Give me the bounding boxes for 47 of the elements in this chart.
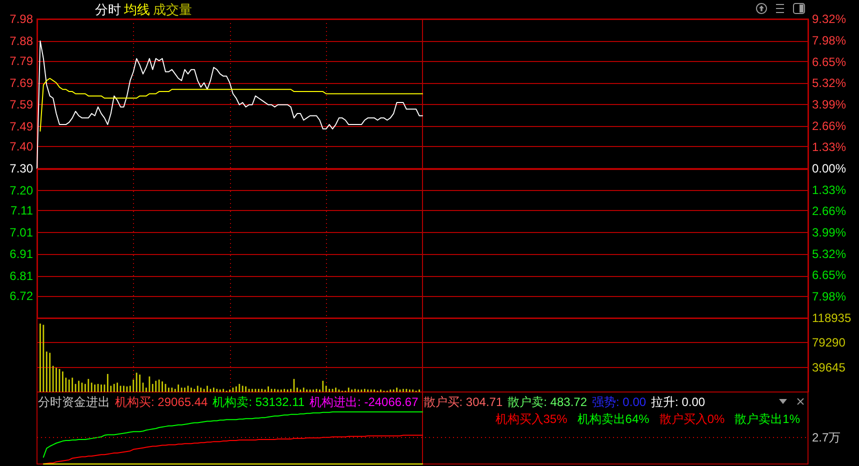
y-tick-label: 7.69 <box>10 76 34 90</box>
y2-tick-label: 0.00% <box>812 162 846 176</box>
y2-tick-label: 6.65% <box>812 268 846 282</box>
text: 机构买入35% <box>495 412 568 426</box>
text: 成交量 <box>153 2 192 17</box>
y2-tick-label: 7.98% <box>812 33 846 48</box>
text: 散户卖: 483.72 <box>508 395 588 409</box>
text: 散户买: 304.71 <box>423 395 503 409</box>
annotation: 散户卖出1% <box>734 412 800 426</box>
text: 机构进出: -24066.67 <box>310 395 418 409</box>
text: 分时 <box>95 2 121 17</box>
y2-tick-label: 1.33% <box>812 182 846 197</box>
y2-tick-label: 7.98% <box>812 290 846 304</box>
y2-tick-label: 5.32% <box>812 76 846 90</box>
y-tick-label: 7.59 <box>10 98 34 112</box>
text: 均线 <box>124 2 150 17</box>
y-tick-label: 7.30 <box>10 162 34 176</box>
y-tick-label: 7.88 <box>10 34 34 48</box>
y2-tick-label: 2.66% <box>812 118 846 133</box>
y-tick-label: 6.72 <box>10 289 34 304</box>
chart-title: 分时资金进出 <box>38 395 110 409</box>
text: 强势: 0.00 <box>592 395 646 409</box>
y2-tick-label: 3.99% <box>812 97 846 112</box>
y2-tick-label: 9.32% <box>812 12 846 26</box>
y2-tick-label: 2.66% <box>812 204 846 218</box>
y2-tick-label: 1.33% <box>812 140 846 154</box>
y-tick-label: 7.98 <box>10 12 34 26</box>
y-tick-label: 7.11 <box>10 203 34 218</box>
text: 机构买: 29065.44 <box>115 395 208 409</box>
y-tick-label: 7.49 <box>10 120 34 134</box>
ref-line-label: 2.7万 <box>812 430 841 444</box>
text: 机构卖出64% <box>577 412 650 426</box>
y-tick-label: 7.79 <box>10 54 34 68</box>
y-tick-label: 6.81 <box>10 269 34 284</box>
y-tick-label: 7.20 <box>10 183 34 198</box>
text: 机构卖: 53132.11 <box>212 395 305 409</box>
y2-tick-label: 5.32% <box>812 246 846 261</box>
y-tick-label: 7.40 <box>10 140 34 154</box>
y2-tick-label: 118935 <box>812 311 852 325</box>
y2-tick-label: 6.65% <box>812 54 846 69</box>
text: 拉升: 0.00 <box>651 395 706 409</box>
annotation: 散户买入0% <box>659 412 725 426</box>
y2-tick-label: 3.99% <box>812 226 846 240</box>
y2-tick-label: 79290 <box>812 336 846 350</box>
y2-tick-label: 39645 <box>812 360 846 374</box>
y-tick-label: 7.01 <box>10 225 34 240</box>
y-tick-label: 6.91 <box>10 247 34 262</box>
